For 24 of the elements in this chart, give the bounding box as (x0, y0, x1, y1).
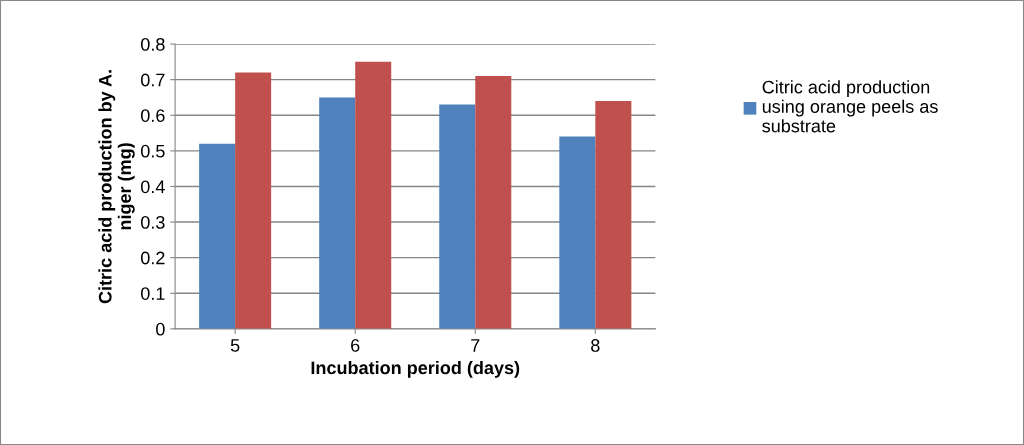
x-tick-label: 6 (351, 339, 360, 352)
y-tick-label: 0.2 (140, 251, 165, 265)
y-tick-label: 0.8 (140, 37, 165, 51)
y-tick-label: 0.5 (140, 144, 165, 158)
y-tick-label: 0.6 (140, 109, 165, 122)
bar (355, 61, 392, 329)
y-tick-label: 0.1 (140, 287, 165, 300)
bar (559, 136, 596, 329)
legend-label: Citric acid production using orange peels as substrate (762, 80, 938, 133)
bar (199, 143, 236, 329)
x-tick-label: 5 (230, 339, 240, 352)
bar (235, 72, 272, 329)
y-tick-label: 0.3 (140, 215, 165, 229)
bar (595, 101, 632, 329)
y-tick-label: 0.7 (140, 73, 165, 87)
y-tick-label: 0 (156, 322, 165, 336)
bar (319, 97, 356, 329)
y-tick-label: 0.4 (140, 180, 165, 194)
x-tick-label: 7 (471, 339, 480, 352)
x-tick-label: 8 (591, 339, 600, 352)
y-axis-title: Citric acid production by A. niger (mg) (98, 70, 135, 304)
bar (475, 76, 512, 329)
bar (439, 104, 476, 329)
x-axis-title: Incubation period (days) (311, 360, 520, 378)
